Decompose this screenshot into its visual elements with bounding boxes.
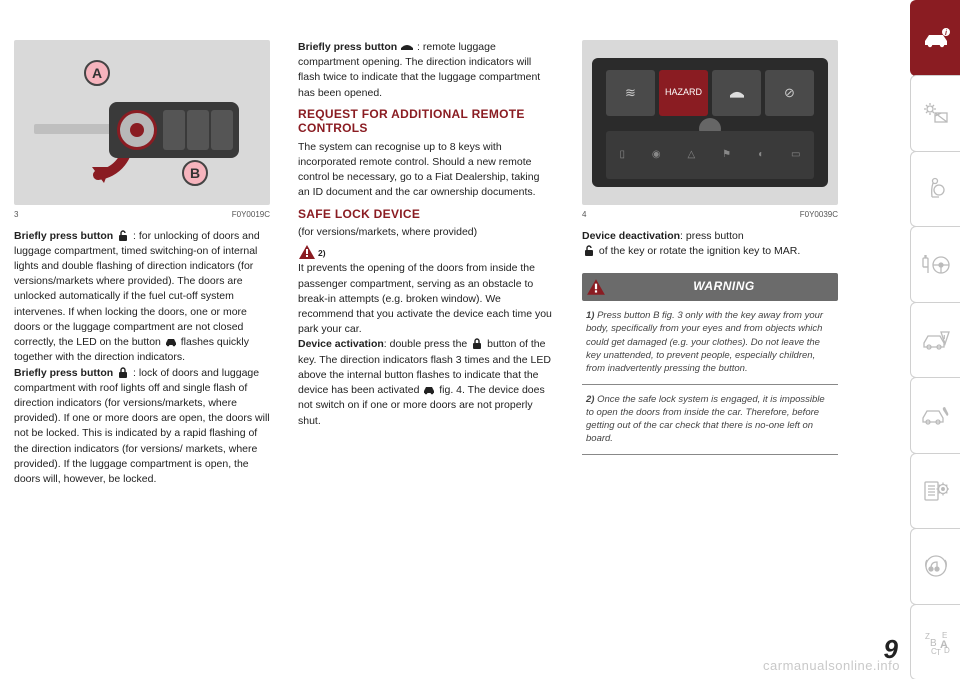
col2-para-remote: The system can recognise up to 8 keys wi… <box>298 140 554 201</box>
column-2: Briefly press button : remote luggage co… <box>284 40 568 679</box>
warning-note-1: 1) Press button B fig. 3 only with the k… <box>582 301 838 384</box>
warning-triangle-icon <box>582 273 610 301</box>
column-3: ≋ HAZARD ⊘ ▯◉△⚑◐▭ 4 F0Y0039C Device deac… <box>568 40 852 679</box>
nav-display-icon[interactable] <box>910 75 960 151</box>
figure-4-caption: 4 F0Y0039C <box>582 209 838 221</box>
col1-para-unlock: Briefly press button : for unlocking of … <box>14 229 270 366</box>
side-nav: i <box>910 0 960 679</box>
column-1: A B 3 F0Y0019C Briefly press button : fo… <box>0 40 284 679</box>
svg-text:T: T <box>936 648 941 655</box>
col2-warning-ref: 2) <box>298 244 554 261</box>
nav-safety-icon[interactable] <box>910 302 960 378</box>
svg-text:D: D <box>944 646 950 655</box>
figure-3-caption: 3 F0Y0019C <box>14 209 270 221</box>
col2-para-prevent: It prevents the opening of the doors fro… <box>298 261 554 337</box>
unlock-icon <box>116 229 130 241</box>
safe-lock-subtitle: (for versions/markets, where provided) <box>298 225 554 240</box>
nav-index-icon[interactable]: Z E B A D C T <box>910 604 960 679</box>
heading-safe-lock: SAFE LOCK DEVICE <box>298 207 554 221</box>
figure-4-code: F0Y0039C <box>800 209 838 221</box>
watermark: carmanualsonline.info <box>763 658 900 673</box>
page-content: A B 3 F0Y0019C Briefly press button : fo… <box>0 0 910 679</box>
figure-3: A B <box>14 40 270 205</box>
warning-note-2: 2) Once the safe lock system is engaged,… <box>582 385 838 455</box>
car-icon <box>164 335 178 347</box>
nav-service-icon[interactable] <box>910 377 960 453</box>
col2-para-activation: Device activation: double press the butt… <box>298 337 554 428</box>
col3-para-deactivation: Device deactivation: press button of the… <box>582 229 838 259</box>
unlock-icon <box>582 244 596 256</box>
figure-3-code: F0Y0019C <box>232 209 270 221</box>
warning-title: WARNING <box>610 278 838 295</box>
callout-b: B <box>182 160 208 186</box>
callout-a: A <box>84 60 110 86</box>
figure-3-num: 3 <box>14 209 18 221</box>
figure-4: ≋ HAZARD ⊘ ▯◉△⚑◐▭ <box>582 40 838 205</box>
col2-para-trunk: Briefly press button : remote luggage co… <box>298 40 554 101</box>
nav-media-icon[interactable] <box>910 528 960 604</box>
col1-para-lock: Briefly press button : lock of doors and… <box>14 366 270 488</box>
nav-airbag-icon[interactable] <box>910 151 960 227</box>
figure-4-num: 4 <box>582 209 586 221</box>
lock-icon <box>116 366 130 378</box>
nav-info-icon[interactable]: i <box>910 0 960 76</box>
lock-icon <box>470 337 484 349</box>
warning-bar: WARNING <box>582 273 838 301</box>
heading-remote-controls: REQUEST FOR ADDITIONAL REMOTE CONTROLS <box>298 107 554 136</box>
trunk-icon <box>400 40 414 52</box>
nav-checklist-icon[interactable] <box>910 453 960 529</box>
car-icon <box>422 383 436 395</box>
warning-icon <box>298 244 316 260</box>
nav-steering-icon[interactable] <box>910 226 960 302</box>
